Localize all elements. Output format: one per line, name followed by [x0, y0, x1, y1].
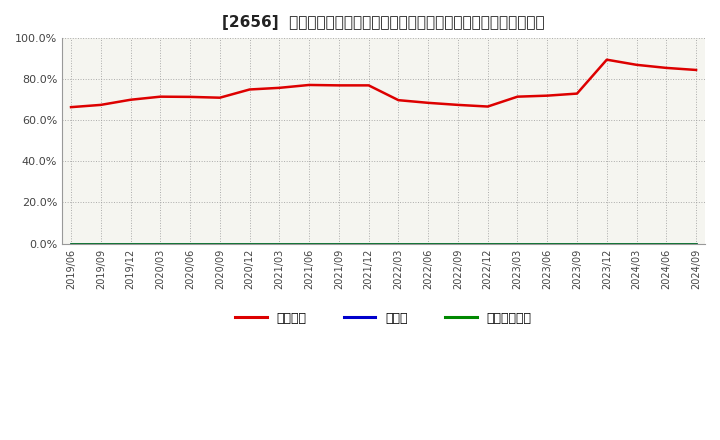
繰延税金資産	[483, 241, 492, 246]
繰延税金資産	[692, 241, 701, 246]
繰延税金資産	[335, 241, 343, 246]
のれん	[603, 241, 611, 246]
自己資本	[632, 62, 641, 67]
自己資本	[364, 83, 373, 88]
繰延税金資産	[572, 241, 581, 246]
Legend: 自己資本, のれん, 繰延税金資産: 自己資本, のれん, 繰延税金資産	[230, 307, 536, 330]
繰延税金資産	[186, 241, 194, 246]
繰延税金資産	[246, 241, 254, 246]
のれん	[424, 241, 433, 246]
繰延税金資産	[543, 241, 552, 246]
自己資本	[513, 94, 522, 99]
繰延税金資産	[364, 241, 373, 246]
自己資本	[67, 105, 76, 110]
のれん	[126, 241, 135, 246]
のれん	[483, 241, 492, 246]
繰延税金資産	[96, 241, 105, 246]
繰延税金資産	[275, 241, 284, 246]
自己資本	[543, 93, 552, 98]
自己資本	[246, 87, 254, 92]
のれん	[186, 241, 194, 246]
自己資本	[424, 100, 433, 106]
自己資本	[335, 83, 343, 88]
繰延税金資産	[603, 241, 611, 246]
自己資本	[662, 65, 670, 70]
のれん	[305, 241, 313, 246]
のれん	[246, 241, 254, 246]
のれん	[394, 241, 402, 246]
繰延税金資産	[632, 241, 641, 246]
のれん	[275, 241, 284, 246]
自己資本	[454, 102, 462, 107]
のれん	[215, 241, 224, 246]
自己資本	[603, 57, 611, 62]
繰延税金資産	[215, 241, 224, 246]
自己資本	[186, 94, 194, 99]
のれん	[543, 241, 552, 246]
繰延税金資産	[513, 241, 522, 246]
自己資本	[692, 67, 701, 73]
自己資本	[572, 91, 581, 96]
自己資本	[394, 98, 402, 103]
のれん	[692, 241, 701, 246]
のれん	[662, 241, 670, 246]
自己資本	[215, 95, 224, 100]
繰延税金資産	[662, 241, 670, 246]
Title: [2656]  自己資本、のれん、繰延税金資産の総資産に対する比率の推移: [2656] 自己資本、のれん、繰延税金資産の総資産に対する比率の推移	[222, 15, 545, 30]
のれん	[335, 241, 343, 246]
繰延税金資産	[394, 241, 402, 246]
のれん	[454, 241, 462, 246]
のれん	[156, 241, 165, 246]
自己資本	[156, 94, 165, 99]
自己資本	[305, 82, 313, 88]
繰延税金資産	[305, 241, 313, 246]
のれん	[96, 241, 105, 246]
繰延税金資産	[67, 241, 76, 246]
自己資本	[275, 85, 284, 91]
のれん	[67, 241, 76, 246]
自己資本	[126, 97, 135, 103]
のれん	[632, 241, 641, 246]
のれん	[513, 241, 522, 246]
のれん	[572, 241, 581, 246]
自己資本	[483, 104, 492, 109]
のれん	[364, 241, 373, 246]
自己資本	[96, 102, 105, 107]
繰延税金資産	[126, 241, 135, 246]
繰延税金資産	[454, 241, 462, 246]
Line: 自己資本: 自己資本	[71, 60, 696, 107]
繰延税金資産	[156, 241, 165, 246]
繰延税金資産	[424, 241, 433, 246]
